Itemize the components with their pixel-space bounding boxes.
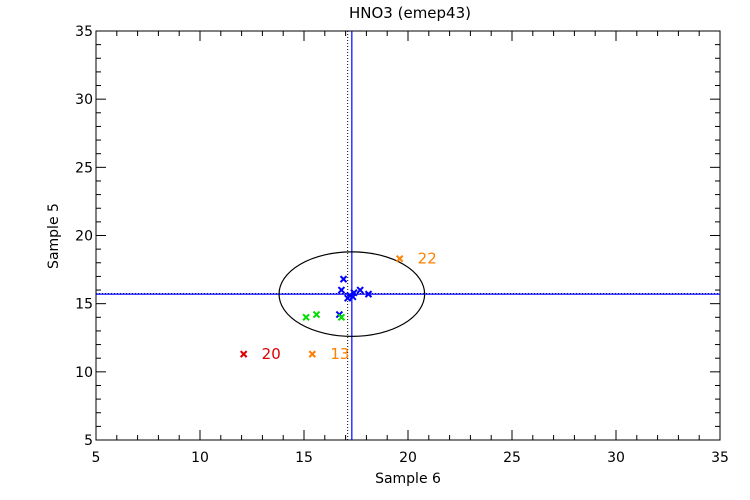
x-tick-label: 20 — [399, 450, 417, 466]
x-tick-label: 15 — [295, 450, 313, 466]
data-point-green — [302, 313, 310, 322]
point-marker-stroke — [239, 350, 248, 358]
point-marker-stroke — [312, 310, 321, 319]
data-point-blue — [350, 289, 358, 297]
point-label: 20 — [262, 345, 281, 363]
x-tick-label: 10 — [191, 450, 209, 466]
confidence-ellipse — [278, 251, 426, 337]
x-tick-label: 35 — [711, 450, 729, 466]
x-tick-label: 5 — [92, 450, 101, 466]
data-point-green — [312, 310, 321, 319]
y-axis-label: Sample 5 — [46, 203, 62, 269]
x-tick-label: 25 — [503, 450, 521, 466]
tick-labels: 5 10 15 20 25 30 35 5 10 15 20 25 30 35 — [75, 24, 729, 466]
point-label: 13 — [330, 345, 349, 363]
point-marker-stroke — [302, 313, 310, 322]
data-point-orange — [395, 254, 404, 263]
axis-ticks — [95, 30, 721, 441]
x-tick-label: 30 — [607, 450, 625, 466]
data-point-blue — [364, 290, 373, 298]
confidence-ellipse-layer — [278, 251, 426, 337]
point-label: 22 — [418, 250, 437, 268]
y-tick-label: 30 — [75, 92, 93, 108]
point-marker-stroke — [356, 286, 364, 294]
point-marker-stroke — [395, 254, 404, 263]
y-tick-label: 5 — [84, 433, 93, 449]
y-tick-label: 20 — [75, 229, 93, 245]
plot-frame — [95, 30, 721, 441]
data-point-green — [337, 313, 346, 322]
point-marker-stroke — [346, 291, 354, 300]
data-point-red — [239, 350, 248, 358]
y-tick-label: 10 — [75, 365, 93, 381]
data-point-orange — [308, 350, 317, 358]
point-marker-stroke — [308, 350, 317, 358]
point-marker-stroke — [337, 313, 346, 322]
point-marker-stroke — [350, 289, 358, 297]
data-point-blue — [356, 286, 364, 294]
data-point-blue — [337, 286, 346, 294]
data-point-blue — [339, 275, 348, 283]
y-tick-label: 35 — [75, 24, 93, 40]
data-points: 22 13 20 — [239, 250, 437, 363]
y-tick-label: 25 — [75, 160, 93, 176]
x-axis-label: Sample 6 — [375, 471, 441, 487]
chart-title: HNO3 (emep43) — [349, 4, 471, 22]
point-marker-stroke — [364, 290, 373, 298]
point-marker-stroke — [339, 275, 348, 283]
mean-guide-lines — [96, 31, 720, 440]
y-tick-label: 15 — [75, 297, 93, 313]
point-marker-stroke — [337, 286, 346, 294]
